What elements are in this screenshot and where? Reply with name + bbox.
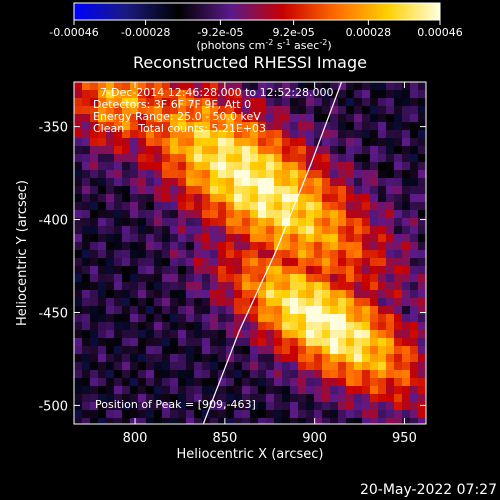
info-block: 7-Dec-2014 12:46:28.000 to 12:52:28.000 …: [93, 86, 334, 135]
info-line-detectors: Detectors: 3F 6F 7F 9F, Att 0: [93, 98, 251, 111]
y-tick-label: -500: [38, 399, 68, 414]
solar-limb-curve: [202, 82, 343, 424]
colorbar: [74, 3, 440, 20]
footer-timestamp: 20-May-2022 07:27: [360, 482, 497, 498]
colorbar-tick-label: -9.2e-05: [197, 26, 243, 39]
colorbar-tick-label: 0.00046: [417, 26, 463, 39]
colorbar-frame: [73, 2, 441, 21]
plot-title: Reconstructed RHESSI Image: [133, 53, 367, 72]
plot-frame: [73, 81, 427, 425]
x-axis-ticks: 800 850 900 950: [123, 82, 417, 446]
info-line-counts: Clean Total counts: 5.21E+03: [93, 122, 266, 135]
y-tick-label: -400: [38, 214, 68, 229]
x-tick-label: 850: [212, 431, 237, 446]
y-axis-ticks: -350 -400 -450 -500: [38, 121, 426, 414]
colorbar-tick-label: 0.00028: [346, 26, 392, 39]
x-tick-label: 800: [123, 431, 148, 446]
info-line-time: 7-Dec-2014 12:46:28.000 to 12:52:28.000: [100, 86, 334, 99]
colorbar-tick-label: 9.2e-05: [272, 26, 314, 39]
x-axis-label: Heliocentric X (arcsec): [177, 447, 324, 462]
y-axis-label: Heliocentric Y (arcsec): [15, 180, 30, 326]
x-tick-label: 900: [302, 431, 327, 446]
colorbar-tick-label: -0.00028: [121, 26, 170, 39]
colorbar-units: (photons cm-2 s-1 asec-2): [196, 38, 331, 52]
colorbar-tick-label: -0.00046: [49, 26, 98, 39]
colorbar-ticks: -0.00046 -0.00028 -9.2e-05 9.2e-05 0.00028 0.…: [49, 20, 463, 39]
heatmap-image: [74, 82, 426, 424]
peak-position-label: Position of Peak = [909,-463]: [95, 398, 256, 411]
y-tick-label: -450: [38, 306, 68, 321]
y-tick-label: -350: [38, 121, 68, 136]
x-tick-label: 950: [392, 431, 417, 446]
info-line-energy: Energy Range: 25.0 - 50.0 keV: [93, 110, 261, 123]
